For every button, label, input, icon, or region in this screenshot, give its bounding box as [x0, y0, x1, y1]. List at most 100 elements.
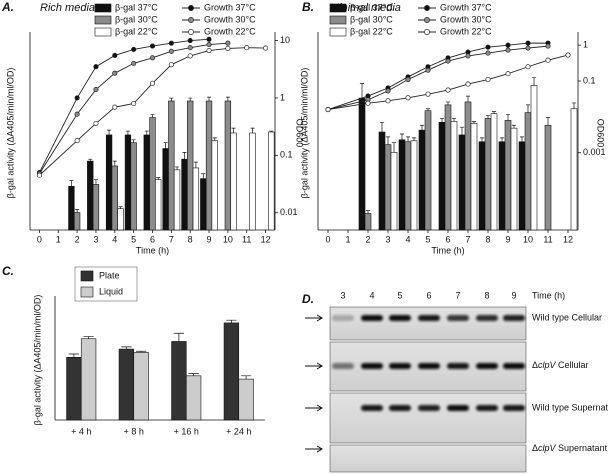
lane-label: 4	[369, 290, 374, 300]
x-tick-label: 2	[365, 234, 370, 244]
bar	[510, 127, 518, 231]
error-bar	[193, 161, 198, 168]
legend-label: Growth 37°C	[204, 2, 256, 12]
growth-point	[525, 64, 531, 70]
legend-label: β-gal 30°C	[350, 14, 393, 24]
legend-swatch	[329, 27, 347, 37]
growth-point	[74, 138, 80, 144]
growth-point	[93, 87, 99, 93]
lane-label: 3	[340, 290, 345, 300]
legend-swatch	[329, 15, 347, 25]
error-bar	[112, 160, 117, 166]
bar	[444, 104, 452, 231]
error-bar	[379, 121, 385, 133]
error-bar	[231, 127, 236, 133]
growth-point	[545, 43, 551, 49]
growth-point	[425, 91, 431, 97]
error-bar	[69, 180, 74, 187]
blot-band	[503, 405, 525, 411]
error-bar	[269, 130, 274, 133]
lane-label: 9	[511, 290, 516, 300]
error-bar	[169, 97, 174, 101]
blot-band	[418, 405, 440, 411]
bar	[171, 341, 187, 421]
bar	[424, 110, 432, 231]
bar	[68, 186, 75, 231]
error-bar	[212, 137, 217, 141]
x-tick-label: 6	[445, 234, 450, 244]
error-bar	[525, 104, 531, 113]
growth-point	[112, 52, 118, 58]
bar	[73, 212, 81, 231]
growth-point	[74, 95, 80, 101]
error-bar	[531, 77, 537, 86]
growth-point	[505, 47, 511, 53]
x-tick-label: 1	[56, 234, 61, 244]
error-bar	[545, 117, 551, 126]
bar	[149, 117, 156, 231]
legend-label: Growth 30°C	[440, 14, 492, 24]
growth-point	[206, 42, 212, 48]
growth-point	[325, 107, 331, 113]
growth-point	[149, 55, 156, 61]
error-bar	[175, 166, 180, 170]
x-tick-label: 4	[405, 234, 410, 244]
panel-label: B.	[302, 0, 314, 14]
error-bar	[365, 210, 371, 214]
error-bar	[83, 336, 94, 339]
bar	[124, 134, 132, 231]
blot-band	[447, 363, 469, 369]
growth-point	[93, 120, 99, 126]
x-tick-label: 4	[112, 234, 117, 244]
error-bar	[519, 136, 525, 142]
x-tick-label: 10	[523, 234, 533, 244]
growth-point	[485, 44, 491, 50]
error-bar	[201, 173, 206, 179]
y2-axis-title: OD600	[596, 119, 606, 148]
legend-swatch	[80, 270, 94, 282]
legend-marker	[424, 29, 430, 35]
bar	[181, 158, 188, 231]
lane-label: 8	[484, 290, 489, 300]
blot-band	[418, 363, 440, 369]
legend-label: β-gal 22°C	[115, 26, 158, 36]
bar	[384, 144, 392, 231]
bar	[364, 213, 372, 231]
x-tick-label: 12	[261, 234, 271, 244]
error-bar	[163, 142, 168, 149]
bar	[223, 322, 240, 421]
growth-line	[327, 54, 569, 110]
bar	[205, 100, 213, 231]
error-bar	[571, 102, 577, 109]
lane-label: 6	[426, 290, 431, 300]
bar	[478, 141, 486, 231]
growth-point	[187, 53, 193, 59]
bar	[378, 131, 386, 231]
growth-point	[131, 46, 137, 52]
bar	[458, 134, 466, 231]
error-bar	[188, 373, 199, 376]
error-bar	[511, 124, 517, 129]
bar	[200, 178, 207, 231]
y2-tick-label: 0.1	[280, 150, 293, 160]
bar	[490, 113, 498, 231]
y2-tick-label: 10	[280, 35, 290, 45]
y2-tick-label: 1	[280, 92, 285, 102]
bar	[450, 121, 458, 231]
x-tick-label: + 8 h	[124, 426, 144, 436]
bar	[268, 131, 275, 231]
row-arrow	[305, 445, 323, 453]
growth-point	[365, 100, 371, 106]
y2-tick-label: 0.001	[583, 147, 606, 157]
row-label-part: clpV	[538, 360, 557, 370]
legend-marker	[188, 5, 194, 11]
error-bar	[226, 319, 237, 323]
growth-point	[225, 45, 231, 51]
growth-point	[263, 45, 269, 51]
error-bar	[471, 121, 477, 124]
y2-tick-label: 0.01	[280, 207, 298, 217]
bar	[238, 378, 254, 421]
error-bar	[411, 137, 417, 141]
row-label-part: clpV	[538, 443, 557, 453]
